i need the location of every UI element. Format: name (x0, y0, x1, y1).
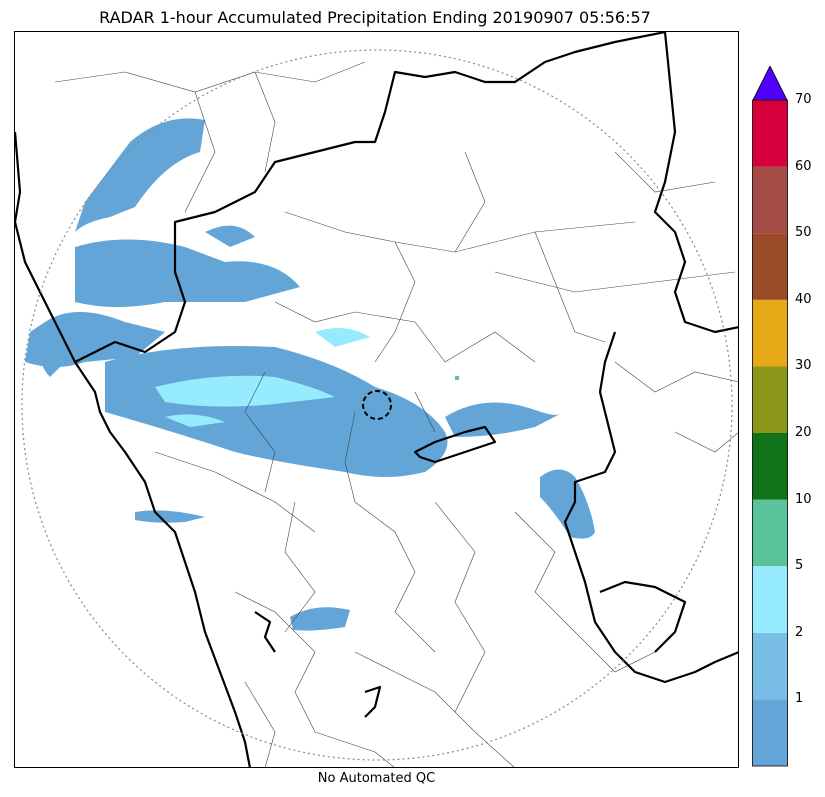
echo-small-1 (205, 225, 255, 247)
colorbar-band (752, 100, 788, 167)
echo-south (290, 607, 350, 631)
precipitation-heavy (455, 376, 459, 380)
colorbar-band (752, 366, 788, 433)
echo-northwest (75, 118, 205, 232)
colorbar-band (752, 433, 788, 500)
border-east-north (653, 32, 738, 334)
qc-note: No Automated QC (317, 771, 436, 786)
echo-central-band (105, 346, 448, 477)
state-boundaries (15, 32, 738, 767)
colorbar-tick-label: 5 (795, 558, 804, 574)
colorbar-band (752, 499, 788, 567)
border-north-west (74, 32, 666, 363)
echo-west-band (75, 239, 300, 307)
colorbar-band (752, 699, 788, 766)
echo-coast-north (25, 312, 165, 367)
colorbar-tick-label: 20 (795, 425, 812, 440)
colorbar-tick-label: 10 (795, 491, 812, 507)
echo-small-2 (41, 342, 60, 377)
echo-southwest (135, 510, 205, 523)
echo-heavy-cell (455, 376, 459, 380)
border-east (563, 331, 738, 684)
colorbar-band (752, 233, 788, 300)
echo-moderate-3 (315, 328, 370, 347)
radar-map (14, 31, 739, 768)
colorbar-graphic (752, 65, 788, 767)
colorbar-tick-label: 60 (795, 158, 812, 174)
colorbar-extend-arrow (752, 65, 788, 101)
colorbar (752, 65, 788, 767)
border-central (413, 425, 497, 464)
echo-moderate-2 (165, 414, 225, 427)
colorbar-tick-label: 30 (795, 358, 812, 374)
echo-moderate-core (155, 375, 335, 407)
enclave-south-2 (364, 685, 382, 718)
colorbar-band (752, 566, 788, 633)
precipitation-moderate (155, 328, 370, 427)
colorbar-tick-label: 40 (795, 291, 812, 307)
colorbar-bands (752, 100, 788, 766)
colorbar-band (752, 632, 788, 700)
map-title: RADAR 1-hour Accumulated Precipitation E… (99, 8, 651, 27)
precipitation-echoes (25, 118, 595, 631)
echo-east-cluster (540, 469, 595, 539)
coastline-west (15, 131, 251, 767)
map-canvas (15, 32, 738, 767)
radar-range-ring (21, 49, 733, 761)
colorbar-tick-label: 70 (795, 92, 812, 107)
colorbar-tick-label: 2 (795, 624, 804, 640)
colorbar-band (752, 299, 788, 367)
border-south-east (599, 580, 687, 653)
enclave-south (254, 611, 276, 653)
colorbar-tick-label: 50 (795, 225, 812, 241)
colorbar-band (752, 166, 788, 234)
district-boundaries (54, 61, 738, 767)
radar-site-marker (362, 390, 392, 420)
echo-east-streak (445, 402, 560, 437)
colorbar-tick-label: 1 (795, 691, 804, 707)
